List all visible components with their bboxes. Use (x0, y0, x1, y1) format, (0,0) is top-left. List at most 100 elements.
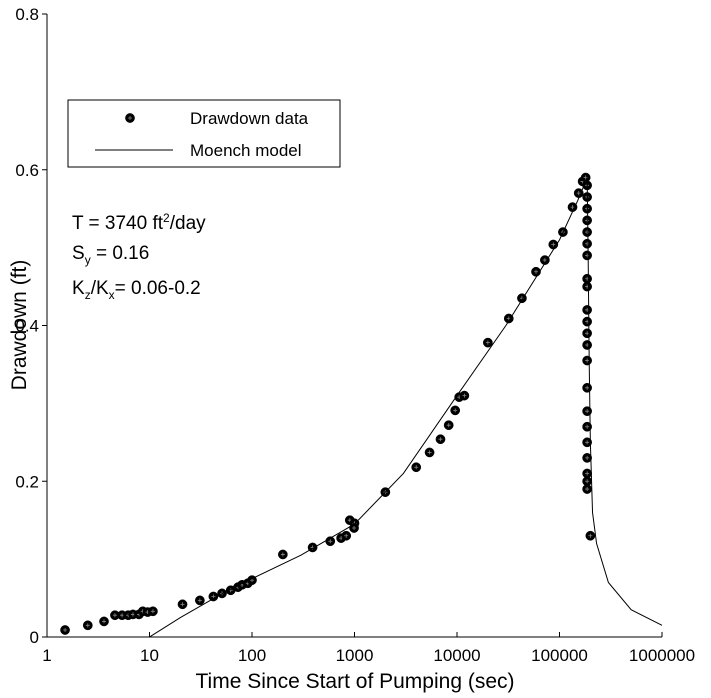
marker-cross (211, 594, 216, 599)
data-point (483, 337, 493, 348)
x-tick-label: 100000 (531, 646, 588, 665)
data-point (582, 238, 592, 249)
annotation-text: z (85, 288, 91, 302)
data-point (99, 616, 109, 627)
annotation: Kz/Kx= 0.06-0.2 (72, 278, 201, 302)
data-point (424, 447, 435, 458)
model-line (149, 177, 663, 638)
y-axis-label: Drawdown (ft) (8, 260, 31, 391)
legend-box (67, 99, 341, 168)
y-tick-label: 0.4 (15, 317, 39, 336)
marker-cross (585, 487, 590, 492)
marker-cross (352, 525, 357, 530)
annotation-text: = 0.16 (91, 243, 150, 264)
marker-cross (570, 205, 575, 210)
data-point (148, 606, 158, 617)
legend-label: Drawdown data (190, 109, 309, 128)
legend-label: Moench model (190, 141, 302, 160)
marker-cross (414, 465, 419, 470)
x-tick-label: 100 (238, 646, 266, 665)
data-point (582, 453, 592, 463)
annotation-text: T = 3740 ft (72, 213, 164, 234)
data-point (195, 595, 205, 606)
annotation-text: K (72, 278, 85, 299)
data-point (582, 215, 592, 226)
data-point (325, 536, 336, 547)
marker-cross (576, 191, 581, 196)
marker-cross (438, 437, 443, 442)
data-point (278, 549, 288, 560)
data-point (60, 625, 70, 635)
data-point (435, 434, 446, 445)
data-point (459, 390, 470, 401)
data-point (582, 340, 592, 350)
marker-cross (585, 479, 590, 484)
marker-cross (585, 455, 590, 460)
data-point (341, 530, 352, 541)
x-axis-label: Time Since Start of Pumping (sec) (196, 670, 515, 693)
data-point (573, 188, 584, 198)
data-point (125, 113, 135, 123)
annotation: Sy = 0.16 (72, 243, 149, 267)
data-point (582, 305, 592, 315)
y-tick-label: 0.2 (15, 472, 39, 491)
marker-cross (585, 424, 590, 429)
data-point (82, 620, 93, 631)
marker-cross (128, 116, 132, 120)
data-point (450, 405, 461, 416)
data-point (582, 227, 592, 237)
data-point (582, 328, 592, 339)
data-point (540, 255, 550, 265)
marker-cross (150, 609, 155, 614)
marker-cross (551, 242, 556, 247)
marker-cross (585, 342, 590, 347)
marker-cross (446, 423, 451, 428)
marker-cross (462, 393, 467, 398)
marker-cross (453, 408, 458, 413)
y-tick-label: 0 (30, 628, 39, 647)
marker-cross (102, 619, 107, 624)
annotation: T = 3740 ft2/day (72, 211, 206, 234)
marker-cross (344, 533, 349, 538)
x-tick-label: 1000 (336, 646, 374, 665)
data-point (582, 382, 592, 393)
marker-cross (585, 230, 590, 235)
marker-cross (585, 471, 590, 476)
data-point (567, 202, 578, 212)
annotation-text: x (109, 288, 115, 302)
data-point (582, 281, 592, 292)
data-point (582, 484, 592, 494)
marker-cross (427, 450, 432, 455)
data-point (582, 250, 592, 261)
marker-cross (542, 258, 547, 263)
data-point (582, 421, 592, 432)
data-point (585, 530, 596, 541)
marker-cross (180, 602, 185, 607)
x-tick-label: 10000 (433, 646, 480, 665)
marker-cross (588, 533, 593, 538)
marker-cross (585, 385, 590, 390)
data-point (582, 355, 592, 366)
annotation-text: y (85, 253, 91, 267)
x-tick-label: 10 (140, 646, 159, 665)
marker-cross (585, 440, 590, 445)
x-tick-label: 1000000 (629, 646, 695, 665)
data-point (177, 599, 188, 610)
marker-cross (328, 539, 333, 544)
marker-cross (585, 218, 590, 223)
annotation-text: S (72, 243, 85, 264)
marker-cross (197, 598, 202, 603)
marker-cross (280, 552, 285, 557)
marker-cross (63, 627, 68, 632)
marker-cross (85, 623, 90, 628)
y-tick-label: 0.8 (15, 5, 39, 24)
annotation-text: = 0.06-0.2 (115, 278, 201, 299)
marker-cross (112, 613, 117, 618)
marker-cross (585, 409, 590, 414)
data-point (582, 437, 592, 448)
data-point (582, 316, 592, 327)
marker-cross (534, 269, 539, 274)
y-tick-label: 0.6 (15, 161, 39, 180)
